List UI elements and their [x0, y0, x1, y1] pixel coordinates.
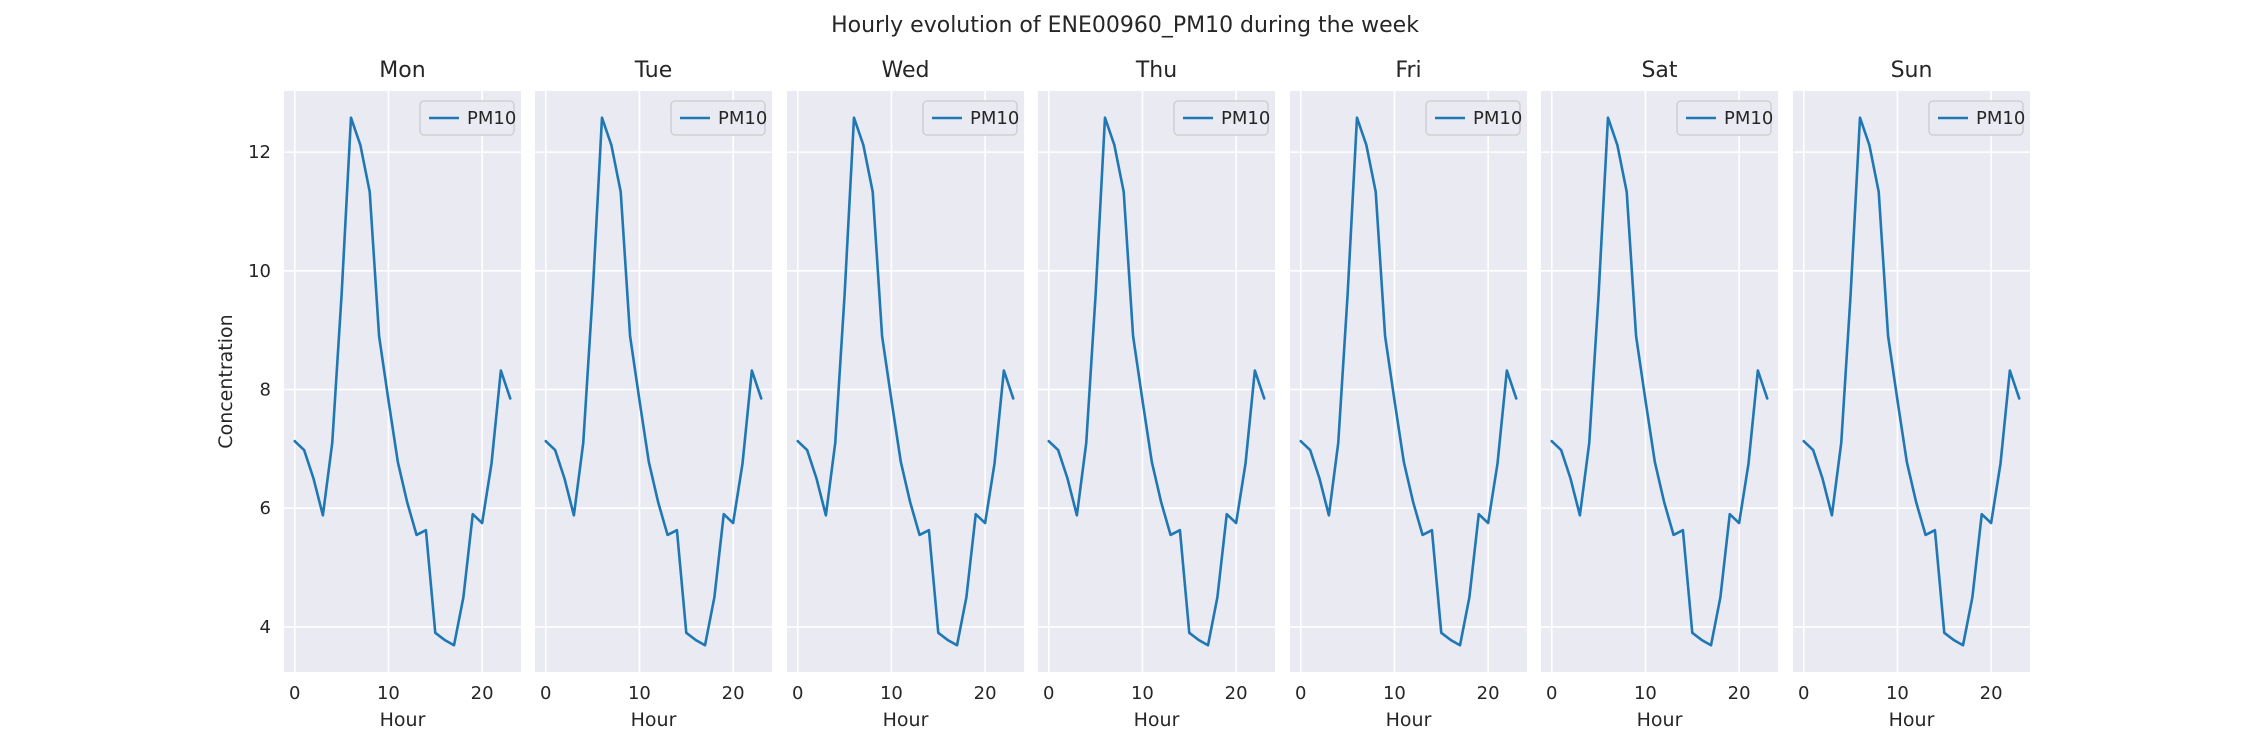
- legend-label: PM10: [1976, 108, 2025, 129]
- series-line-pm10: [293, 116, 512, 647]
- panel-mon: 0 10 20 4 6 8 10 12 Mon Hour Concentration PM10: [215, 58, 521, 731]
- panel-grid: 0 10 20 4 6 8 10 12 Mon Hour Concentration PM10 0 10 2…: [215, 58, 2030, 731]
- legend-box: [1425, 100, 1521, 136]
- legend: PM10: [1425, 100, 1522, 136]
- x-axis-label: Hour: [1889, 709, 1935, 731]
- panel-sun: 0 10 20 Sun Hour PM10: [1793, 58, 2030, 731]
- panel-title: Wed: [882, 58, 930, 83]
- x-tick-label: 10: [1131, 683, 1154, 704]
- legend: PM10: [1173, 100, 1270, 136]
- x-tick-label: 0: [1043, 683, 1054, 704]
- series-line-pm10: [544, 116, 763, 647]
- figure-title: Hourly evolution of ENE00960_PM10 during…: [831, 13, 1419, 38]
- x-tick-label: 0: [540, 683, 551, 704]
- plot-area: [1541, 91, 1778, 672]
- series-line-pm10: [1550, 116, 1769, 647]
- legend-label: PM10: [718, 108, 767, 129]
- legend-label: PM10: [970, 108, 1019, 129]
- panel-title: Sun: [1891, 58, 1933, 83]
- legend-label: PM10: [1221, 108, 1270, 129]
- x-tick-label: 20: [1980, 683, 2003, 704]
- panel-title: Mon: [379, 58, 425, 83]
- series-line-pm10: [1047, 116, 1266, 647]
- plot-area: [1793, 91, 2030, 672]
- series-line-pm10: [796, 116, 1015, 647]
- panel-thu: 0 10 20 Thu Hour PM10: [1038, 58, 1275, 731]
- y-tick-label: 10: [248, 261, 271, 282]
- x-tick-label: 10: [880, 683, 903, 704]
- x-tick-label: 0: [1295, 683, 1306, 704]
- x-tick-label: 20: [974, 683, 997, 704]
- panel-title: Sat: [1641, 58, 1677, 83]
- legend-label: PM10: [467, 108, 516, 129]
- legend-box: [1173, 100, 1269, 136]
- plot-area: [284, 91, 521, 672]
- legend-box: [419, 100, 515, 136]
- x-tick-label: 0: [1798, 683, 1809, 704]
- legend: PM10: [1928, 100, 2025, 136]
- x-tick-label: 20: [1225, 683, 1248, 704]
- y-tick-label: 6: [260, 498, 271, 519]
- panel-wed: 0 10 20 Wed Hour PM10: [787, 58, 1024, 731]
- series-line-pm10: [1802, 116, 2021, 647]
- panel-tue: 0 10 20 Tue Hour PM10: [535, 58, 772, 731]
- plot-area: [1038, 91, 1275, 672]
- x-tick-label: 0: [792, 683, 803, 704]
- legend-box: [670, 100, 766, 136]
- y-tick-label: 12: [248, 142, 271, 163]
- x-axis-label: Hour: [1386, 709, 1432, 731]
- x-tick-label: 10: [1886, 683, 1909, 704]
- x-tick-label: 10: [1634, 683, 1657, 704]
- x-tick-label: 0: [1546, 683, 1557, 704]
- x-tick-label: 10: [1383, 683, 1406, 704]
- x-tick-label: 10: [377, 683, 400, 704]
- legend-box: [1676, 100, 1772, 136]
- legend: PM10: [670, 100, 767, 136]
- x-axis-label: Hour: [631, 709, 677, 731]
- plot-area: [535, 91, 772, 672]
- series-line-pm10: [1299, 116, 1518, 647]
- x-axis-label: Hour: [1134, 709, 1180, 731]
- x-tick-label: 10: [628, 683, 651, 704]
- legend: PM10: [922, 100, 1019, 136]
- panel-fri: 0 10 20 Fri Hour PM10: [1290, 58, 1527, 731]
- legend: PM10: [1676, 100, 1773, 136]
- x-axis-label: Hour: [1637, 709, 1683, 731]
- plot-area: [787, 91, 1024, 672]
- plot-area: [1290, 91, 1527, 672]
- x-axis-label: Hour: [883, 709, 929, 731]
- legend-box: [922, 100, 1018, 136]
- x-tick-label: 20: [471, 683, 494, 704]
- x-tick-label: 20: [722, 683, 745, 704]
- x-tick-label: 20: [1728, 683, 1751, 704]
- x-tick-label: 20: [1477, 683, 1500, 704]
- legend: PM10: [419, 100, 516, 136]
- y-axis-label: Concentration: [215, 314, 237, 448]
- legend-label: PM10: [1473, 108, 1522, 129]
- y-tick-label: 4: [260, 617, 271, 638]
- y-tick-label: 8: [260, 380, 271, 401]
- panel-sat: 0 10 20 Sat Hour PM10: [1541, 58, 1778, 731]
- x-tick-label: 0: [289, 683, 300, 704]
- legend-label: PM10: [1724, 108, 1773, 129]
- panel-title: Thu: [1135, 58, 1177, 83]
- legend-box: [1928, 100, 2024, 136]
- panel-title: Tue: [634, 58, 673, 83]
- x-axis-label: Hour: [380, 709, 426, 731]
- panel-title: Fri: [1395, 58, 1421, 83]
